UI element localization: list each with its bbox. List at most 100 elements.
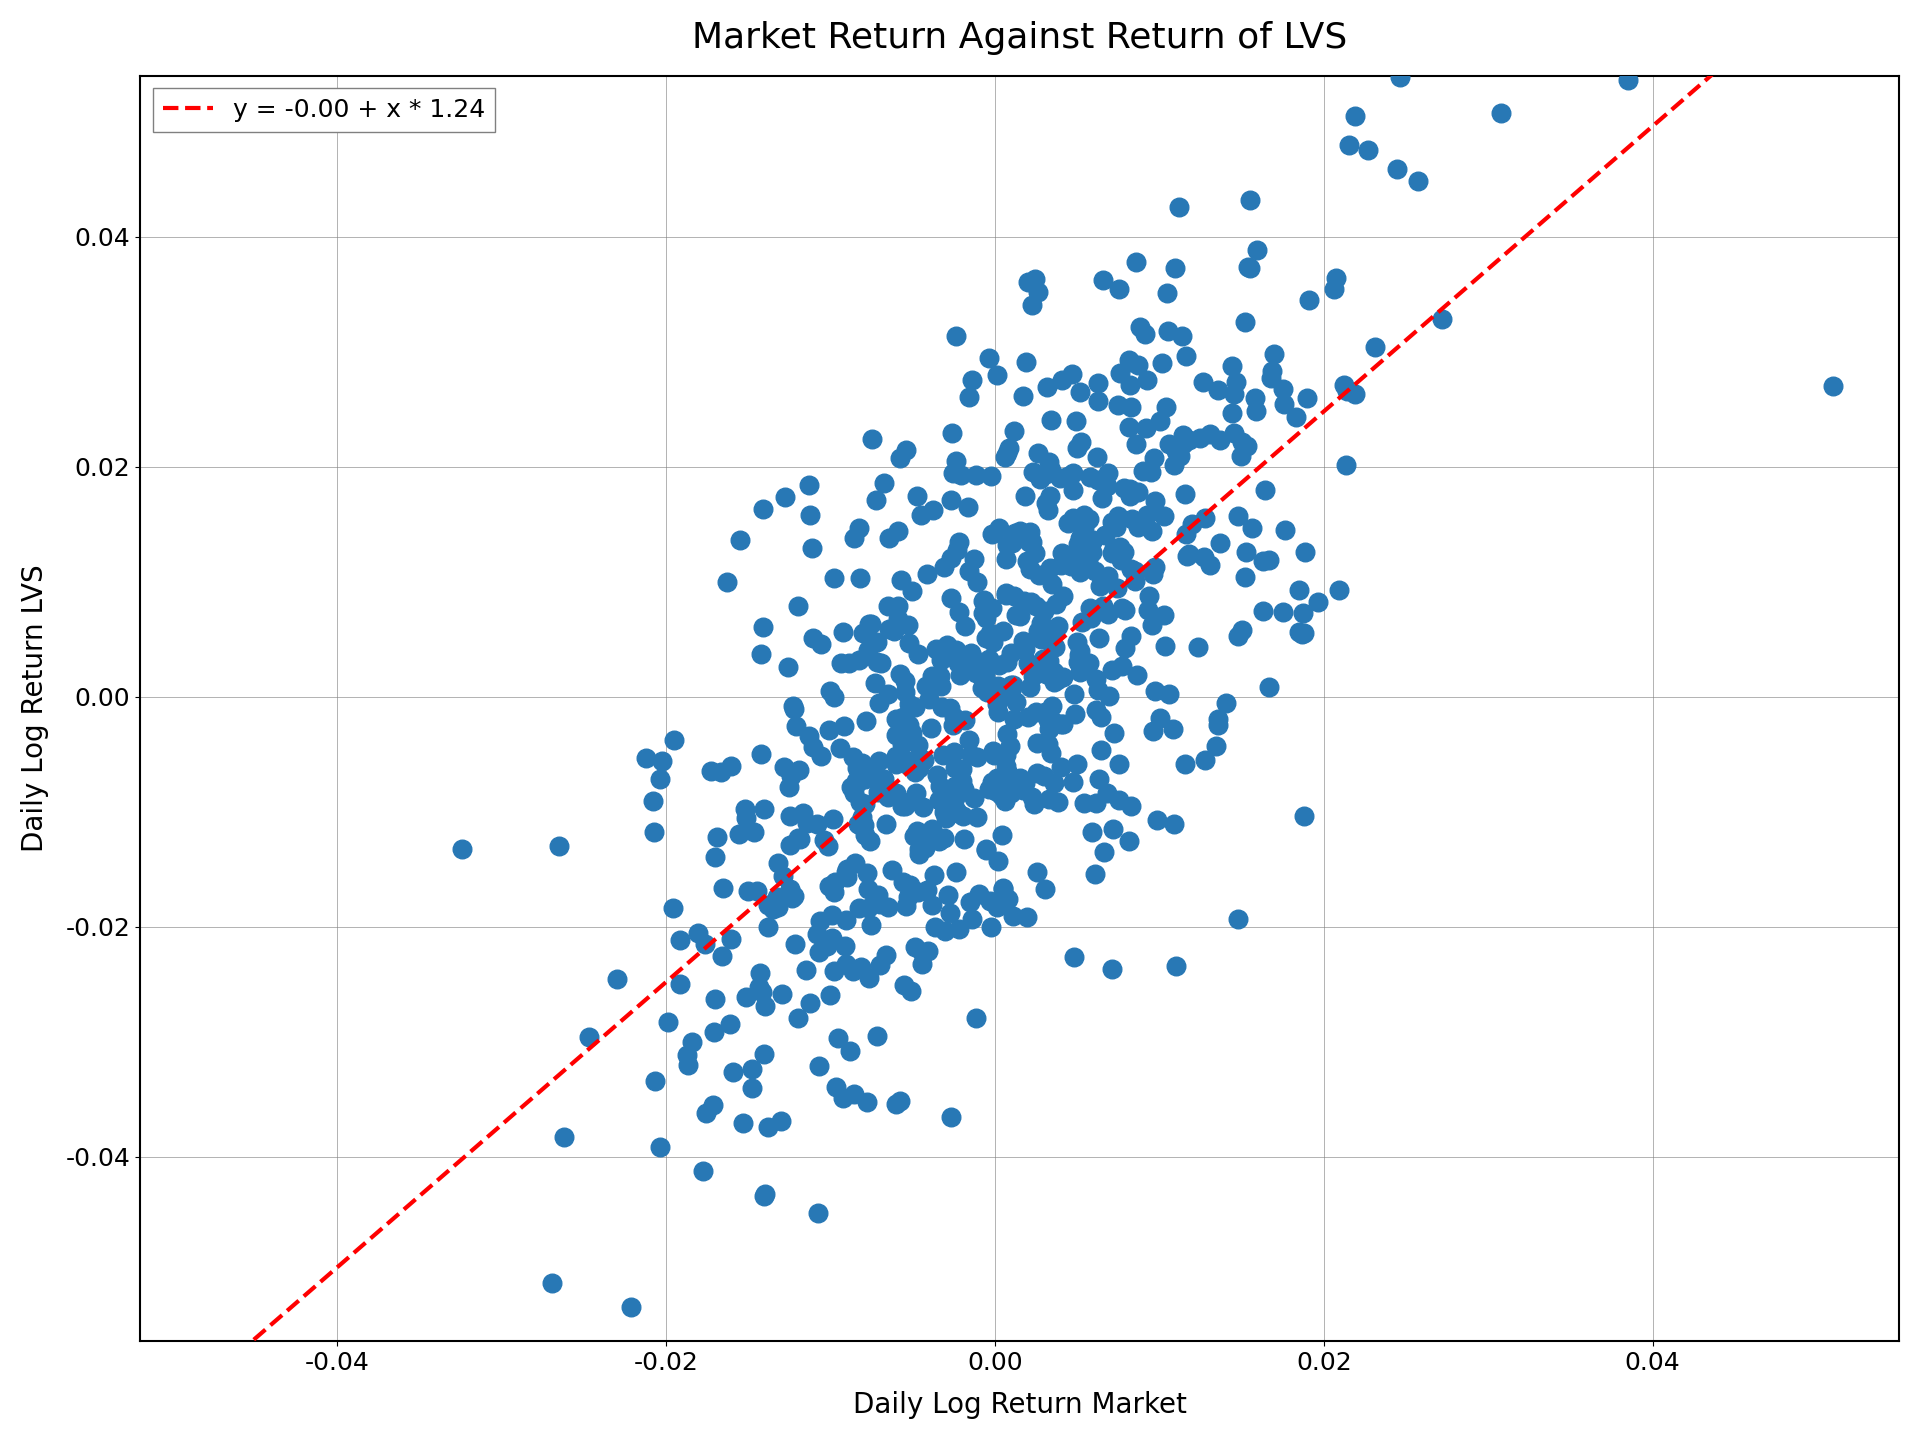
Point	[1269, 518, 1300, 541]
Point	[1064, 544, 1094, 567]
Point	[1073, 508, 1104, 531]
Point	[891, 670, 922, 693]
Point	[1012, 651, 1043, 674]
Point	[1258, 360, 1288, 383]
Point	[1183, 635, 1213, 658]
Point	[927, 743, 958, 766]
Point	[783, 827, 814, 850]
Point	[912, 878, 943, 901]
Point	[1077, 821, 1108, 844]
Point	[1060, 945, 1091, 968]
Point	[970, 589, 1000, 612]
Point	[993, 534, 1023, 557]
Point	[973, 890, 1004, 913]
Point	[1354, 138, 1384, 161]
Point	[910, 828, 941, 851]
Point	[1194, 423, 1225, 446]
Point	[1066, 639, 1096, 662]
Point	[908, 749, 939, 772]
Point	[839, 782, 870, 805]
Point	[920, 916, 950, 939]
Point	[1235, 256, 1265, 279]
Point	[1039, 772, 1069, 795]
Point	[1083, 768, 1114, 791]
Point	[1137, 719, 1167, 742]
Point	[1104, 361, 1135, 384]
Point	[1016, 786, 1046, 809]
Point	[1048, 665, 1079, 688]
Point	[1148, 603, 1179, 626]
Point	[843, 897, 874, 920]
Point	[981, 780, 1012, 804]
Point	[993, 762, 1023, 785]
Point	[864, 953, 895, 976]
Point	[1010, 636, 1041, 660]
Point	[1096, 541, 1127, 564]
Point	[820, 959, 851, 982]
Point	[902, 819, 933, 842]
Point	[935, 586, 966, 609]
Point	[998, 585, 1029, 608]
Point	[860, 488, 891, 511]
Point	[874, 527, 904, 550]
Point	[835, 775, 866, 798]
Point	[962, 570, 993, 593]
Point	[1031, 376, 1062, 399]
Point	[1140, 808, 1171, 831]
Point	[447, 837, 478, 860]
Point	[831, 952, 862, 975]
Point	[1160, 256, 1190, 279]
Point	[1029, 765, 1060, 788]
Point	[1081, 791, 1112, 814]
Point	[1114, 481, 1144, 504]
Point	[872, 683, 902, 706]
Point	[1334, 134, 1365, 157]
Point	[1081, 698, 1112, 721]
Point	[970, 626, 1000, 649]
Point	[996, 674, 1027, 697]
Point	[1185, 428, 1215, 451]
Point	[1288, 600, 1319, 624]
Point	[1319, 278, 1350, 301]
Point	[1037, 632, 1068, 655]
Point	[849, 622, 879, 645]
Point	[1236, 517, 1267, 540]
Point	[791, 812, 822, 835]
Point	[891, 894, 922, 917]
Point	[645, 768, 676, 791]
Point	[826, 737, 856, 760]
Point	[1340, 105, 1371, 128]
Point	[866, 652, 897, 675]
Point	[972, 681, 1002, 704]
Point	[995, 773, 1025, 796]
Point	[1133, 585, 1164, 608]
Point	[616, 1296, 647, 1319]
Point	[1069, 503, 1100, 526]
Point	[772, 655, 803, 678]
Point	[1091, 475, 1121, 498]
Point	[1083, 445, 1114, 468]
Point	[1158, 717, 1188, 740]
Point	[1020, 700, 1050, 723]
Point	[1068, 611, 1098, 634]
Point	[1094, 684, 1125, 707]
Point	[664, 972, 695, 995]
Point	[983, 674, 1014, 697]
Point	[1137, 613, 1167, 636]
Point	[1169, 753, 1200, 776]
Point	[797, 626, 828, 649]
Point	[1021, 595, 1052, 618]
Point	[1818, 374, 1849, 397]
Point	[749, 1182, 780, 1205]
Point	[1077, 541, 1108, 564]
Point	[939, 775, 970, 798]
Point	[1031, 491, 1062, 514]
Point	[987, 619, 1018, 642]
Point	[724, 528, 755, 552]
Point	[647, 749, 678, 772]
Point	[574, 1025, 605, 1048]
Point	[818, 685, 849, 708]
Point	[1162, 439, 1192, 462]
Point	[995, 436, 1025, 459]
Point	[851, 710, 881, 733]
